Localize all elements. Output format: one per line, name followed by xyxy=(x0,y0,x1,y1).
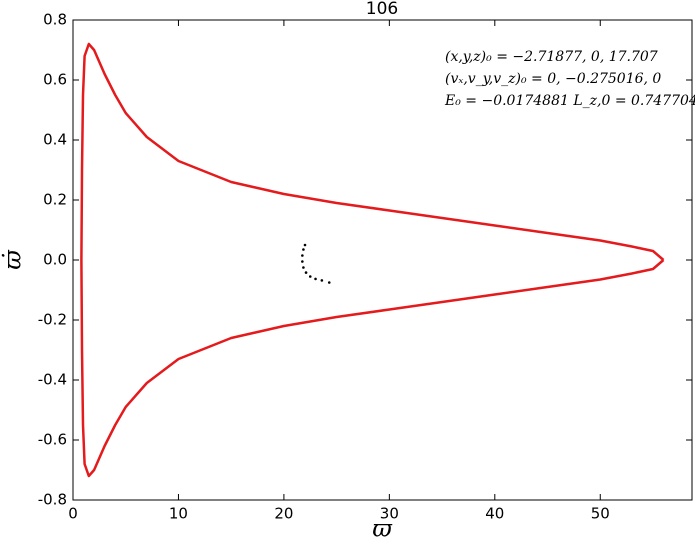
y-tick-label: -0.8 xyxy=(38,491,67,509)
data-point xyxy=(301,260,304,263)
x-tick-label: 40 xyxy=(485,505,504,523)
annotation: E₀ = −0.0174881 L_z,0 = 0.747704 xyxy=(444,93,695,109)
y-tick-label: -0.4 xyxy=(38,371,67,389)
data-point xyxy=(327,281,331,284)
x-tick-label: 30 xyxy=(380,505,399,523)
data-point xyxy=(303,243,307,247)
annotation: (x,y,z)₀ = −2.71877, 0, 17.707 xyxy=(445,49,658,65)
chart-title: 106 xyxy=(366,0,398,19)
data-point xyxy=(302,266,305,269)
plot-frame xyxy=(72,19,693,501)
data-point xyxy=(304,271,308,274)
y-axis-label: ϖ̇ xyxy=(0,249,27,270)
y-tick-label: 0.8 xyxy=(43,11,67,29)
x-tick-label: 10 xyxy=(169,505,188,523)
data-point xyxy=(302,248,305,251)
y-tick-label: 0.6 xyxy=(43,71,67,89)
data-point xyxy=(301,254,304,257)
x-tick-label: 20 xyxy=(274,505,293,523)
y-tick-label: 0.2 xyxy=(43,191,67,209)
y-tick-label: -0.6 xyxy=(38,431,67,449)
y-tick-label: 0.4 xyxy=(43,131,67,149)
x-tick-label: 50 xyxy=(591,505,610,523)
x-axis-label: ϖ xyxy=(372,515,393,539)
orbit-line xyxy=(80,42,665,478)
y-tick-label: -0.2 xyxy=(38,311,67,329)
x-tick-label: 0 xyxy=(68,505,78,523)
annotation: (vₓ,v_y,v_z)₀ = 0, −0.275016, 0 xyxy=(445,71,661,87)
data-point xyxy=(320,279,324,282)
data-point xyxy=(314,277,317,281)
y-tick-label: 0.0 xyxy=(43,251,67,269)
data-point xyxy=(308,275,312,278)
